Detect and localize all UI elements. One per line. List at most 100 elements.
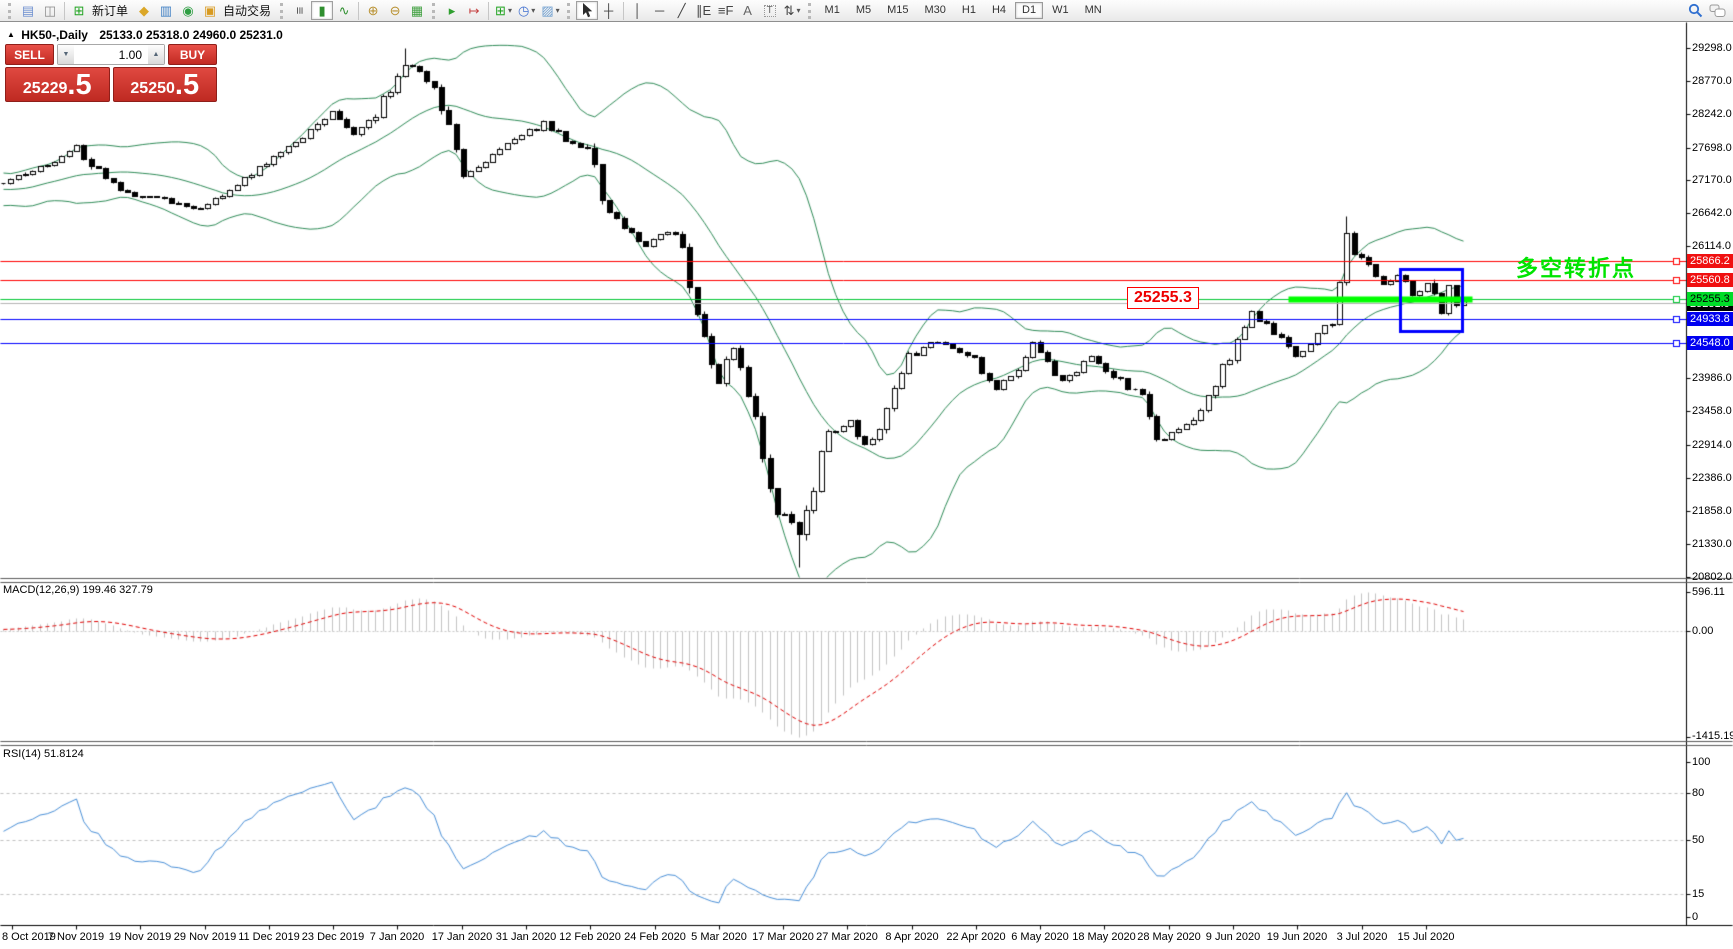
text-label-icon[interactable]: T <box>759 1 781 20</box>
price-tick-label: 22914.0 <box>1692 439 1732 451</box>
market-watch-icon[interactable]: ◆ <box>133 1 155 20</box>
add-indicator-icon[interactable]: ⊞ ▾ <box>492 1 515 20</box>
buy-price-frac: .5 <box>174 69 200 102</box>
price-tick-label: 29298.0 <box>1692 42 1732 54</box>
equidistant-channel-icon[interactable]: ∥E <box>693 1 715 20</box>
candlestick-chart-icon[interactable]: ▮ <box>311 1 334 20</box>
sell-price-frac: .5 <box>67 69 92 102</box>
chart-shift-icon[interactable]: ↦ <box>463 1 485 20</box>
timeframe-M30[interactable]: M30 <box>918 2 953 19</box>
text-icon[interactable]: A <box>737 1 759 20</box>
level-price-badge: 24933.8 <box>1687 312 1733 326</box>
line-chart-icon[interactable]: ∿ <box>333 1 355 20</box>
main-toolbar: ▤ ◫ ⊞ 新订单 ◆ ▥ ◉ ▣ 自动交易 ≡ ▮ ∿ ⊕ ⊖ ▦ ▸ ↦ ⊞ ▾ ◷ ▾ ▨ ▾ ┼ │ ─ ╱ ∥E ≡F A T ⇅ ▾… <box>0 0 1733 22</box>
one-click-trading-panel: SELL ▼ 1.00 ▲ BUY 25229.5 25250.5 <box>5 44 217 102</box>
new-order-icon-label: 新订单 <box>92 4 129 18</box>
rsi-axis-label: 80 <box>1692 787 1705 799</box>
autotrading-icon-label: 自动交易 <box>223 4 272 18</box>
ohlc-values: 25133.0 25318.0 24960.0 25231.0 <box>99 28 283 42</box>
zoom-out-icon[interactable]: ⊖ <box>384 1 406 20</box>
price-level-flag[interactable]: 25255.3 <box>1127 287 1199 309</box>
autotrading-icon[interactable]: ▣ <box>199 1 221 20</box>
timeframe-D1[interactable]: D1 <box>1015 2 1044 19</box>
sell-button[interactable]: SELL <box>5 44 54 65</box>
timeframe-MN[interactable]: MN <box>1078 2 1109 19</box>
time-axis-label: 7 Nov 2019 <box>47 931 105 943</box>
search-icon[interactable] <box>1684 1 1706 20</box>
price-tick-label: 20802.0 <box>1692 571 1732 583</box>
time-axis-label: 22 Apr 2020 <box>946 931 1006 943</box>
fibonacci-icon[interactable]: ≡F <box>715 1 737 20</box>
timeframe-H1[interactable]: H1 <box>955 2 983 19</box>
time-axis-label: 6 May 2020 <box>1011 931 1069 943</box>
buy-button[interactable]: BUY <box>168 44 217 65</box>
vertical-line-icon[interactable]: │ <box>627 1 649 20</box>
timeframe-W1[interactable]: W1 <box>1045 2 1076 19</box>
toolbar-drag-handle[interactable] <box>280 2 285 19</box>
toolbar-separator <box>64 1 65 20</box>
time-axis-label: 5 Mar 2020 <box>691 931 747 943</box>
symbol-name: HK50-,Daily <box>21 28 88 42</box>
buy-price-main: 25250 <box>130 80 175 97</box>
crosshair-icon[interactable]: ┼ <box>598 1 620 20</box>
rsi-axis-label: 0 <box>1692 911 1699 923</box>
sell-price-main: 25229 <box>22 80 68 97</box>
timeframe-M5[interactable]: M5 <box>849 2 878 19</box>
time-axis-label: 17 Jan 2020 <box>431 931 493 943</box>
bar-chart-icon[interactable]: ≡ <box>289 1 311 20</box>
level-price-badge: 25560.8 <box>1687 273 1733 287</box>
toolbar-drag-handle[interactable] <box>807 2 813 19</box>
cursor-icon[interactable] <box>575 1 598 20</box>
timeframe-M15[interactable]: M15 <box>880 2 915 19</box>
price-tick-label: 27698.0 <box>1692 142 1732 154</box>
rsi-axis-label: 100 <box>1692 756 1711 768</box>
timeframe-M1[interactable]: M1 <box>818 2 847 19</box>
rsi-axis-label: 50 <box>1692 834 1705 846</box>
time-axis-label: 28 May 2020 <box>1137 931 1201 943</box>
time-axis-label: 19 Jun 2020 <box>1266 931 1328 943</box>
new-order-icon[interactable]: ⊞ <box>68 1 90 20</box>
timeframe-H4[interactable]: H4 <box>985 2 1013 19</box>
buy-price-box[interactable]: 25250.5 <box>112 67 217 102</box>
trendline-icon[interactable]: ╱ <box>671 1 693 20</box>
arrows-icon[interactable]: ⇅ ▾ <box>781 1 804 20</box>
time-axis-label: 15 Jul 2020 <box>1397 931 1455 943</box>
zoom-in-icon[interactable]: ⊕ <box>362 1 384 20</box>
chat-icon[interactable] <box>1706 1 1729 20</box>
tile-windows-icon[interactable]: ▦ <box>406 1 428 20</box>
toolbar-separator <box>358 1 360 20</box>
auto-scroll-icon[interactable]: ▸ <box>441 1 463 20</box>
signals-icon[interactable]: ◉ <box>177 1 199 20</box>
time-axis-label: 12 Feb 2020 <box>559 931 621 943</box>
chart-marker-icon: ▲ <box>7 30 15 39</box>
volume-increase-button[interactable]: ▲ <box>148 45 164 64</box>
toolbar-drag-handle[interactable] <box>566 2 572 19</box>
toolbar-separator <box>622 1 624 20</box>
print-preview-icon[interactable]: ◫ <box>39 1 61 20</box>
time-axis-label: 17 Mar 2020 <box>752 931 814 943</box>
toolbar-separator <box>488 1 490 20</box>
volume-decrease-button[interactable]: ▼ <box>58 45 74 64</box>
periods-icon[interactable]: ◷ ▾ <box>515 1 538 20</box>
toolbar-drag-handle[interactable] <box>8 2 13 19</box>
templates-icon[interactable]: ▨ ▾ <box>538 1 562 20</box>
turning-point-text[interactable]: 多空转折点 <box>1516 256 1637 281</box>
chart-window-icon[interactable]: ▤ <box>17 1 39 20</box>
time-axis-label: 7 Jan 2020 <box>369 931 425 943</box>
macd-axis-label: 596.11 <box>1692 586 1725 598</box>
macd-indicator-label: MACD(12,26,9) 199.46 327.79 <box>3 584 153 596</box>
price-tick-label: 26642.0 <box>1692 207 1732 219</box>
data-window-icon[interactable]: ▥ <box>155 1 177 20</box>
time-axis-label: 23 Dec 2019 <box>301 931 365 943</box>
time-axis-label: 29 Nov 2019 <box>173 931 237 943</box>
volume-stepper: ▼ 1.00 ▲ <box>57 44 165 65</box>
sell-price-box[interactable]: 25229.5 <box>5 67 110 102</box>
horizontal-line-icon[interactable]: ─ <box>649 1 671 20</box>
price-tick-label: 23458.0 <box>1692 405 1732 417</box>
toolbar-drag-handle[interactable] <box>432 2 437 19</box>
volume-value[interactable]: 1.00 <box>118 48 142 62</box>
level-price-badge: 25866.2 <box>1687 254 1733 268</box>
rsi-axis-label: 15 <box>1692 888 1705 900</box>
price-tick-label: 28770.0 <box>1692 75 1732 87</box>
